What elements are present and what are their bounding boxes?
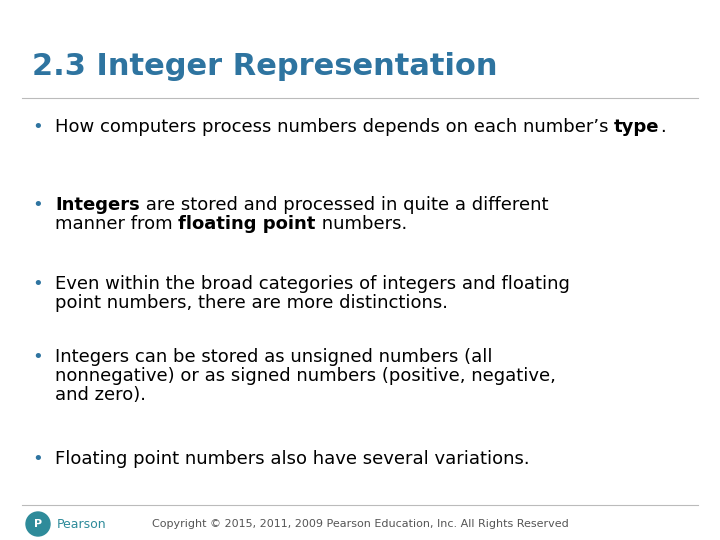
Text: floating point: floating point (179, 215, 316, 233)
Text: and zero).: and zero). (55, 386, 146, 404)
Text: .: . (660, 118, 665, 136)
Text: Floating point numbers also have several variations.: Floating point numbers also have several… (55, 450, 530, 468)
Text: type: type (614, 118, 660, 136)
Text: Pearson: Pearson (57, 517, 107, 530)
Text: nonnegative) or as signed numbers (positive, negative,: nonnegative) or as signed numbers (posit… (55, 367, 556, 385)
Text: are stored and processed in quite a different: are stored and processed in quite a diff… (140, 196, 548, 214)
Text: •: • (32, 118, 42, 136)
Text: numbers.: numbers. (316, 215, 407, 233)
Text: •: • (32, 348, 42, 366)
Circle shape (26, 512, 50, 536)
Text: manner from: manner from (55, 215, 179, 233)
Text: •: • (32, 450, 42, 468)
Text: 2.3 Integer Representation: 2.3 Integer Representation (32, 52, 498, 81)
Text: •: • (32, 275, 42, 293)
Text: point numbers, there are more distinctions.: point numbers, there are more distinctio… (55, 294, 448, 312)
Text: Integers can be stored as unsigned numbers (all: Integers can be stored as unsigned numbe… (55, 348, 492, 366)
Text: Integers: Integers (55, 196, 140, 214)
Text: Copyright © 2015, 2011, 2009 Pearson Education, Inc. All Rights Reserved: Copyright © 2015, 2011, 2009 Pearson Edu… (152, 519, 568, 529)
Text: P: P (34, 519, 42, 529)
Text: How computers process numbers depends on each number’s: How computers process numbers depends on… (55, 118, 614, 136)
Text: •: • (32, 196, 42, 214)
Text: Even within the broad categories of integers and floating: Even within the broad categories of inte… (55, 275, 570, 293)
